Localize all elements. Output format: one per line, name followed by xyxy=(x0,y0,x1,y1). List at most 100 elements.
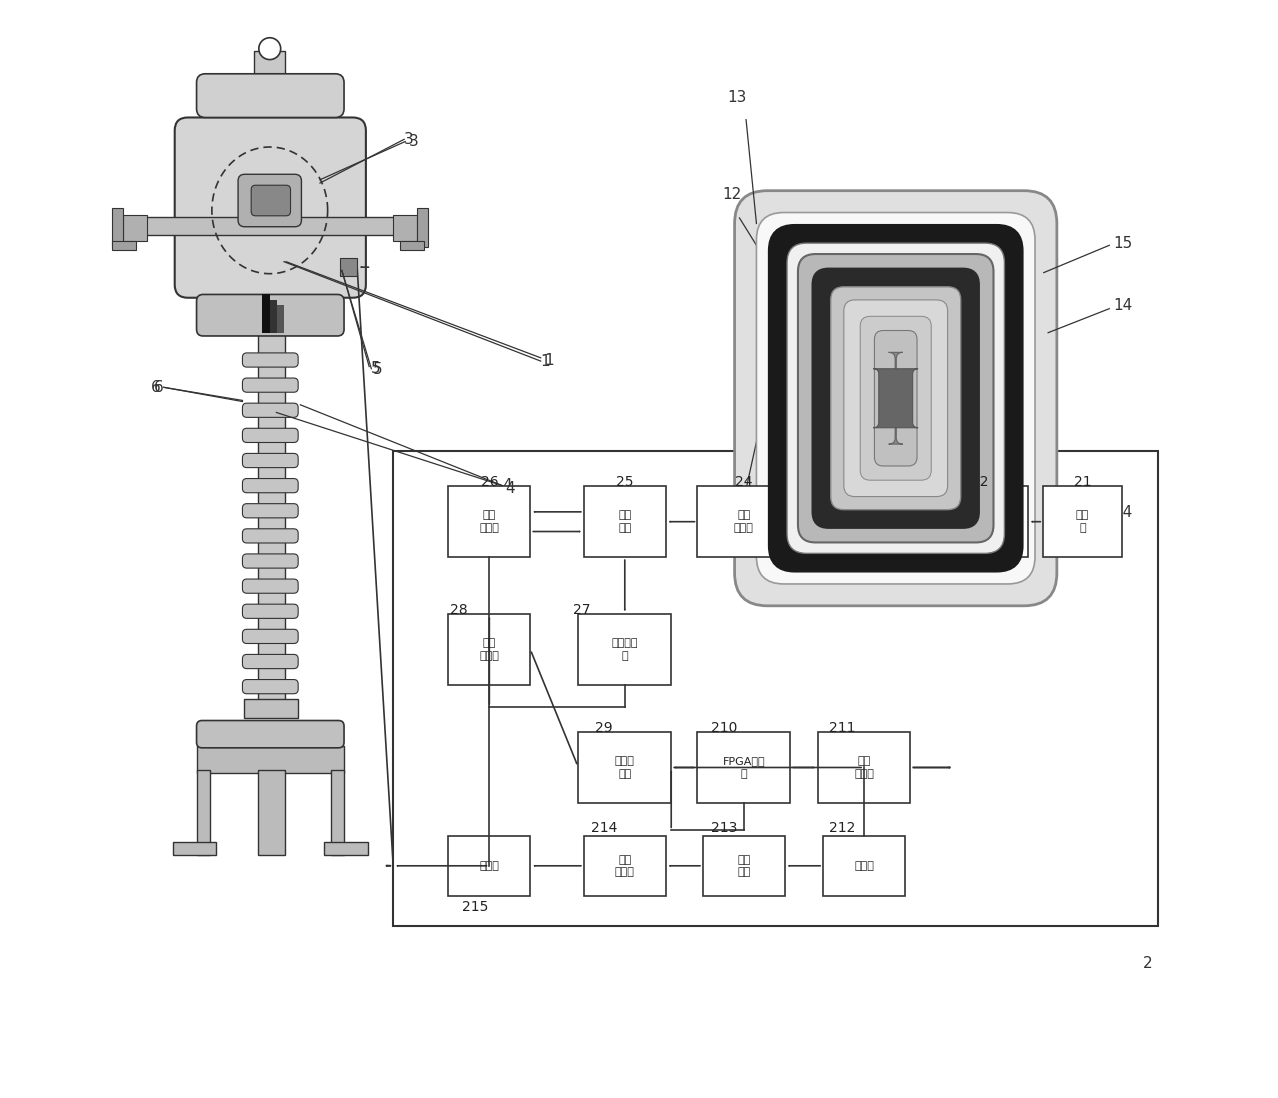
Text: 213: 213 xyxy=(711,820,737,834)
Bar xyxy=(325,842,368,855)
Bar xyxy=(584,486,666,557)
FancyBboxPatch shape xyxy=(243,453,298,468)
Text: 4: 4 xyxy=(506,481,515,496)
Bar xyxy=(823,836,905,896)
FancyBboxPatch shape xyxy=(243,529,298,544)
Text: 12: 12 xyxy=(722,187,741,202)
Text: 声光
调制器: 声光 调制器 xyxy=(734,511,754,533)
Text: 光电
探测器: 光电 探测器 xyxy=(479,638,500,661)
Bar xyxy=(698,486,790,557)
FancyBboxPatch shape xyxy=(797,254,993,542)
Bar xyxy=(818,732,910,803)
Text: 6: 6 xyxy=(155,380,164,395)
FancyBboxPatch shape xyxy=(197,720,344,748)
FancyBboxPatch shape xyxy=(238,175,302,226)
Text: 25: 25 xyxy=(616,475,634,490)
Bar xyxy=(258,334,285,702)
Text: 14: 14 xyxy=(1113,298,1132,313)
Bar xyxy=(112,209,124,247)
FancyBboxPatch shape xyxy=(860,316,932,480)
Text: 网关
交换机: 网关 交换机 xyxy=(854,757,874,778)
FancyBboxPatch shape xyxy=(243,504,298,518)
FancyBboxPatch shape xyxy=(243,352,298,367)
Text: 28: 28 xyxy=(450,603,468,617)
Text: 偏振
分束器: 偏振 分束器 xyxy=(970,511,989,533)
Text: 22: 22 xyxy=(971,475,989,490)
FancyBboxPatch shape xyxy=(831,287,961,509)
FancyBboxPatch shape xyxy=(197,74,344,117)
FancyBboxPatch shape xyxy=(243,553,298,568)
Text: 1: 1 xyxy=(541,354,551,369)
Bar xyxy=(197,746,344,773)
FancyBboxPatch shape xyxy=(197,294,344,336)
Text: 2: 2 xyxy=(1143,956,1153,972)
Bar xyxy=(124,217,418,235)
Bar xyxy=(394,215,417,240)
FancyBboxPatch shape xyxy=(243,579,298,593)
FancyBboxPatch shape xyxy=(787,243,1005,553)
Bar xyxy=(270,300,277,333)
Circle shape xyxy=(259,37,281,59)
Text: 激光
源: 激光 源 xyxy=(1076,511,1089,533)
Bar xyxy=(703,836,785,896)
Text: 24: 24 xyxy=(735,475,753,490)
Text: 214: 214 xyxy=(590,820,617,834)
Text: 3: 3 xyxy=(409,134,418,149)
Text: 14: 14 xyxy=(1113,505,1132,520)
Bar xyxy=(254,51,285,75)
Bar xyxy=(579,732,671,803)
Text: 5: 5 xyxy=(372,362,382,378)
FancyBboxPatch shape xyxy=(757,213,1035,584)
Bar xyxy=(579,614,671,685)
Text: 锁相放
大器: 锁相放 大器 xyxy=(615,757,635,778)
Text: 23: 23 xyxy=(855,475,873,490)
Bar xyxy=(277,305,284,333)
Text: 215: 215 xyxy=(461,900,488,915)
Bar xyxy=(394,450,1158,926)
FancyBboxPatch shape xyxy=(243,428,298,442)
FancyBboxPatch shape xyxy=(843,300,947,496)
FancyBboxPatch shape xyxy=(873,369,918,428)
Bar xyxy=(698,732,790,803)
Text: 1: 1 xyxy=(544,352,553,368)
Bar xyxy=(262,294,270,333)
Bar xyxy=(197,770,210,855)
FancyBboxPatch shape xyxy=(243,654,298,669)
Bar xyxy=(112,240,137,249)
Text: 15: 15 xyxy=(1113,236,1132,250)
Bar xyxy=(331,770,344,855)
Bar xyxy=(449,486,530,557)
Text: 长通滤波
片: 长通滤波 片 xyxy=(612,638,638,661)
FancyBboxPatch shape xyxy=(243,378,298,392)
FancyBboxPatch shape xyxy=(243,604,298,618)
Text: 功率
放大器: 功率 放大器 xyxy=(615,854,635,877)
Text: 微波源: 微波源 xyxy=(854,861,874,871)
Bar xyxy=(823,486,905,557)
FancyBboxPatch shape xyxy=(771,226,1021,570)
FancyBboxPatch shape xyxy=(735,191,1057,606)
Bar xyxy=(584,836,666,896)
Bar xyxy=(124,215,147,240)
Bar xyxy=(932,486,1028,557)
Text: 半波
片: 半波 片 xyxy=(858,511,870,533)
FancyBboxPatch shape xyxy=(175,117,366,298)
Bar xyxy=(244,698,298,718)
FancyBboxPatch shape xyxy=(243,680,298,694)
Text: 212: 212 xyxy=(829,820,855,834)
Text: 29: 29 xyxy=(596,721,613,736)
Text: 环形器: 环形器 xyxy=(479,861,500,871)
Text: 微波
开关: 微波 开关 xyxy=(737,854,750,877)
Text: 光纤
准直器: 光纤 准直器 xyxy=(479,511,500,533)
Bar xyxy=(417,209,428,247)
Bar xyxy=(1043,486,1122,557)
Text: 3: 3 xyxy=(404,132,414,147)
FancyBboxPatch shape xyxy=(888,352,902,444)
FancyBboxPatch shape xyxy=(243,629,298,643)
Text: 6: 6 xyxy=(151,380,161,395)
FancyBboxPatch shape xyxy=(252,186,290,216)
Bar xyxy=(400,240,424,249)
Text: 26: 26 xyxy=(481,475,498,490)
FancyBboxPatch shape xyxy=(243,403,298,417)
Text: 27: 27 xyxy=(574,603,590,617)
Text: 二向
色镜: 二向 色镜 xyxy=(619,511,631,533)
